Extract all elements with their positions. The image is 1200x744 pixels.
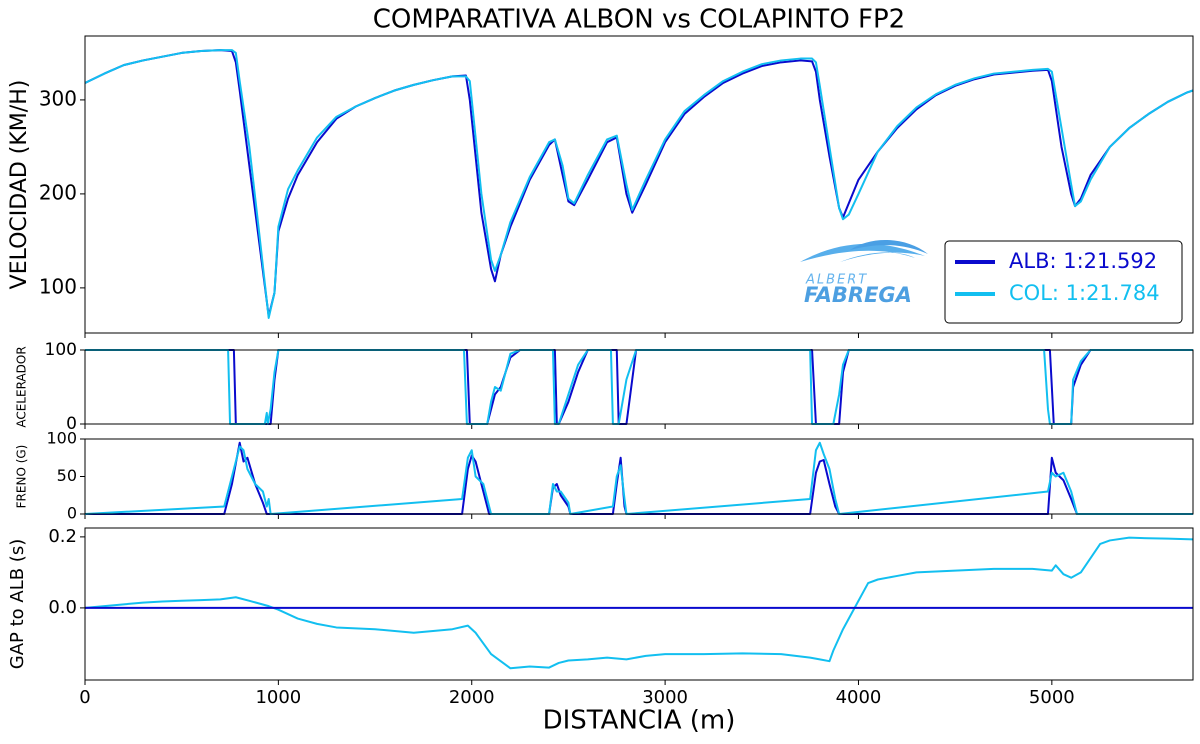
legend-label: ALB: 1:21.592 (1009, 249, 1157, 273)
x-tick-label: 4000 (836, 687, 882, 708)
y-tick-label: 100 (46, 429, 77, 448)
y-tick-label: 100 (39, 274, 77, 298)
watermark-swoosh (850, 239, 928, 254)
y-tick-label: 0 (66, 414, 77, 434)
legend-box (944, 240, 1183, 324)
x-tick-label: 1000 (255, 687, 301, 708)
legend-label: COL: 1:21.784 (1009, 281, 1160, 305)
y-axis-label: ACELERADOR (15, 346, 29, 427)
y-axis-label: VELOCIDAD (KM/H) (7, 80, 32, 290)
y-tick-label: 0.0 (48, 597, 77, 618)
plot-frame (84, 349, 1194, 425)
chart-title: COMPARATIVA ALBON vs COLAPINTO FP2 (373, 5, 905, 35)
x-tick-label: 2000 (449, 687, 495, 708)
x-axis-label: DISTANCIA (m) (543, 706, 736, 736)
y-tick-label: 300 (39, 86, 77, 110)
series-line (85, 536, 1193, 670)
plot-frame (84, 438, 1194, 515)
x-tick-label: 5000 (1029, 687, 1075, 708)
y-tick-label: 200 (39, 180, 77, 204)
y-axis-label: GAP to ALB (s) (7, 539, 28, 669)
plot-frame (84, 527, 1194, 681)
plot-frame (84, 35, 1194, 334)
watermark-swoosh (800, 243, 925, 262)
x-tick-label: 3000 (642, 687, 688, 708)
y-tick-label: 0.2 (48, 526, 77, 547)
series-line (85, 49, 1193, 319)
y-tick-label: 0 (67, 504, 77, 523)
watermark-text: FABREGA (804, 283, 912, 307)
series-line (85, 441, 1193, 515)
series-line (85, 349, 1193, 425)
series-line (85, 349, 1193, 425)
x-tick-label: 0 (79, 687, 90, 708)
y-tick-label: 100 (45, 340, 77, 360)
watermark-text: ALBERT (805, 273, 868, 288)
watermark: ALBERT FABREGA (800, 239, 928, 307)
y-axis-label: FRENO (G) (15, 445, 29, 509)
y-tick-label: 50 (57, 466, 77, 485)
